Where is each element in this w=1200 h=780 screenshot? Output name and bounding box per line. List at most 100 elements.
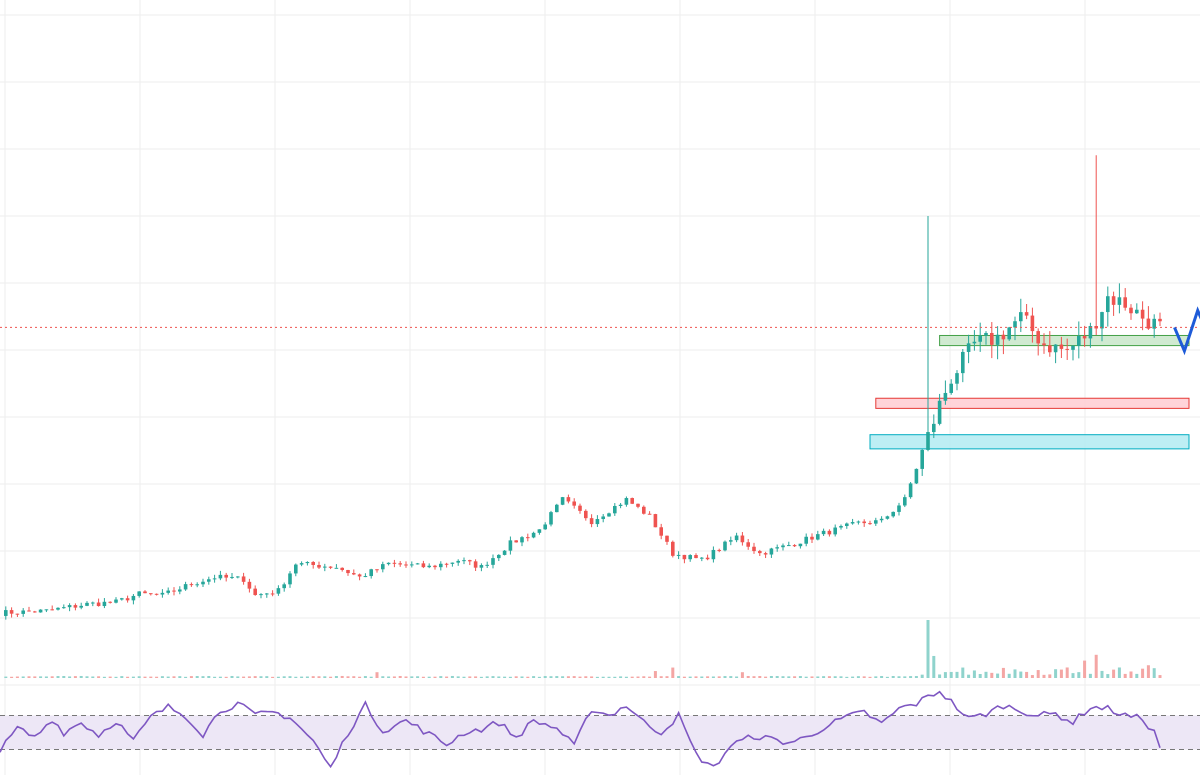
candle-body [132,596,136,600]
candle-body [938,401,942,424]
candle-body [816,534,820,539]
candle-body [810,537,814,540]
candle-body [1013,321,1017,327]
candle-body [955,373,959,384]
candle-body [375,569,379,570]
candle-body [190,584,194,585]
candle-body [723,542,727,551]
volume-bar [236,676,239,678]
candle-body [439,564,443,567]
candle-body [288,573,292,584]
volume-bar [1112,670,1115,678]
volume-bar [869,677,872,678]
candle-body [636,504,640,507]
candle-body [1042,343,1046,345]
candle-body [282,584,286,588]
volume-bar [39,676,42,678]
candle-body [45,609,49,610]
volume-bar [318,676,321,678]
candle [549,511,553,527]
volume-bar [16,677,19,678]
volume-bar [619,676,622,678]
candle-body [236,576,240,577]
candle-body [352,573,356,574]
candle-body [97,603,101,607]
volume-bar [561,676,564,678]
volume-bar [1014,669,1017,678]
volume-bar [538,677,541,678]
candle-body [195,584,199,585]
volume-bar [776,676,779,678]
volume-bar [451,676,454,678]
candle-body [851,522,855,523]
volume-bar [62,676,65,678]
candle [654,514,658,527]
volume-bar [422,677,425,678]
candle-body [329,567,333,568]
candle-body [764,553,768,554]
candle [555,504,559,513]
volume-bar [689,677,692,678]
candle-body [79,606,83,608]
candle-body [108,602,112,603]
volume-bar [196,676,199,678]
price-zone-red[interactable] [876,398,1189,408]
candle-body [474,561,478,567]
volume-bar [874,676,877,678]
volume-bar [921,675,924,678]
candle-body [549,512,553,524]
candle-body [694,555,698,558]
volume-bar [967,675,970,678]
candle-body [213,578,217,579]
candle-body [381,564,385,569]
volume-bar [289,676,292,678]
candle-body [862,522,866,524]
volume-bar [602,677,605,678]
volume-bar [381,676,384,678]
candle-body [259,594,263,595]
volume-bar [474,676,477,678]
volume-bar [1008,674,1011,678]
volume-bar [445,677,448,678]
volume-bar [834,676,837,678]
candle-body [126,598,130,600]
volume-bar [33,676,36,678]
candle-body [50,609,54,610]
volume-bar [1060,670,1063,678]
candle-body [561,497,565,505]
volume-bar [782,676,785,678]
volume-bar [851,677,854,678]
candle-body [822,531,826,534]
candle-body [619,505,623,506]
candle [503,550,507,555]
candle-body [770,548,774,554]
candle-body [630,498,634,504]
volume-bar [892,676,895,678]
price-zone-green[interactable] [940,335,1189,345]
volume-bar [1083,661,1086,678]
candle-body [578,506,582,511]
volume-bar [144,677,147,678]
volume-bar [463,677,466,678]
volume-bar [671,668,674,678]
candle-body [891,512,895,516]
candle-body [949,384,953,393]
volume-bar [764,677,767,678]
volume-bar [91,676,94,678]
volume-bar [22,676,25,678]
candle [630,498,634,505]
candle-body [1123,297,1127,307]
candle-body [294,565,298,574]
candle-body [509,540,513,550]
price-zone-cyan[interactable] [870,435,1189,449]
candle-body [178,589,182,591]
candle-body [538,529,542,533]
candle-body [625,498,629,505]
candle-body [1007,327,1011,339]
volume-bar [265,676,268,678]
candle-body [358,574,362,576]
candle-body [926,432,930,450]
volume-bar [741,672,744,678]
